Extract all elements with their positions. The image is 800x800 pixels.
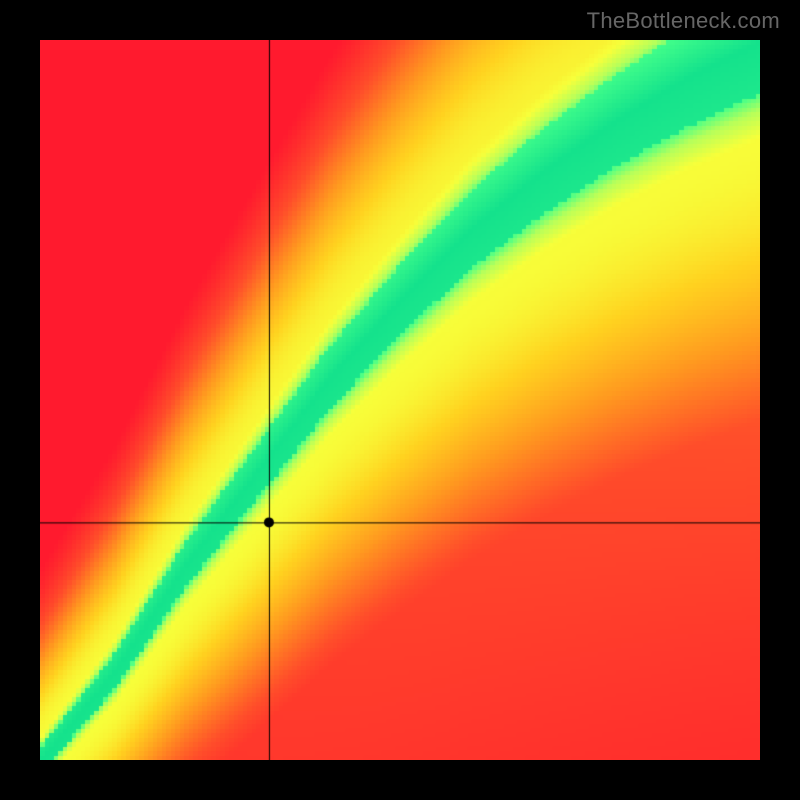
- heatmap-panel: [40, 40, 760, 760]
- heatmap-canvas: [40, 40, 760, 760]
- watermark-text: TheBottleneck.com: [587, 8, 780, 34]
- chart-container: TheBottleneck.com: [0, 0, 800, 800]
